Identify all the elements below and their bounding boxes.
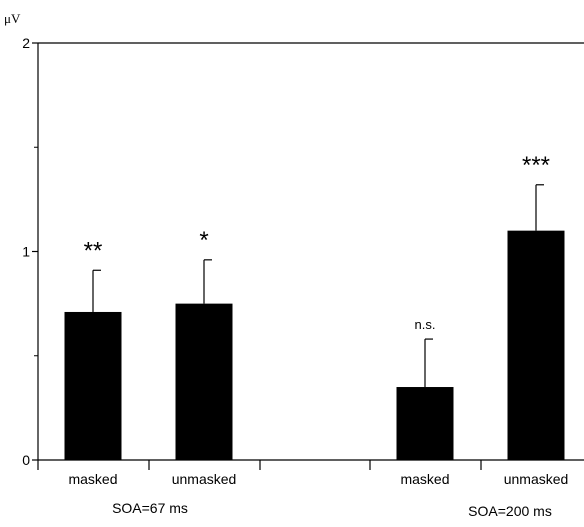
significance-label: n.s. [415, 317, 436, 332]
bar [396, 387, 454, 460]
category-label: masked [400, 471, 449, 487]
group-label: SOA=67 ms [112, 500, 188, 516]
significance-label: * [199, 227, 208, 254]
y-tick-label: 0 [22, 452, 30, 468]
y-tick-label: 1 [22, 244, 30, 260]
bar [64, 311, 122, 460]
category-label: masked [68, 471, 117, 487]
group-label: SOA=200 ms [468, 503, 552, 519]
significance-label: *** [522, 152, 550, 179]
category-label: unmasked [504, 471, 569, 487]
y-tick-label: 2 [22, 35, 30, 51]
y-axis-label: μV [4, 11, 21, 26]
category-label: unmasked [172, 471, 237, 487]
bar [507, 230, 565, 460]
bar [175, 303, 233, 460]
significance-label: ** [84, 237, 103, 264]
